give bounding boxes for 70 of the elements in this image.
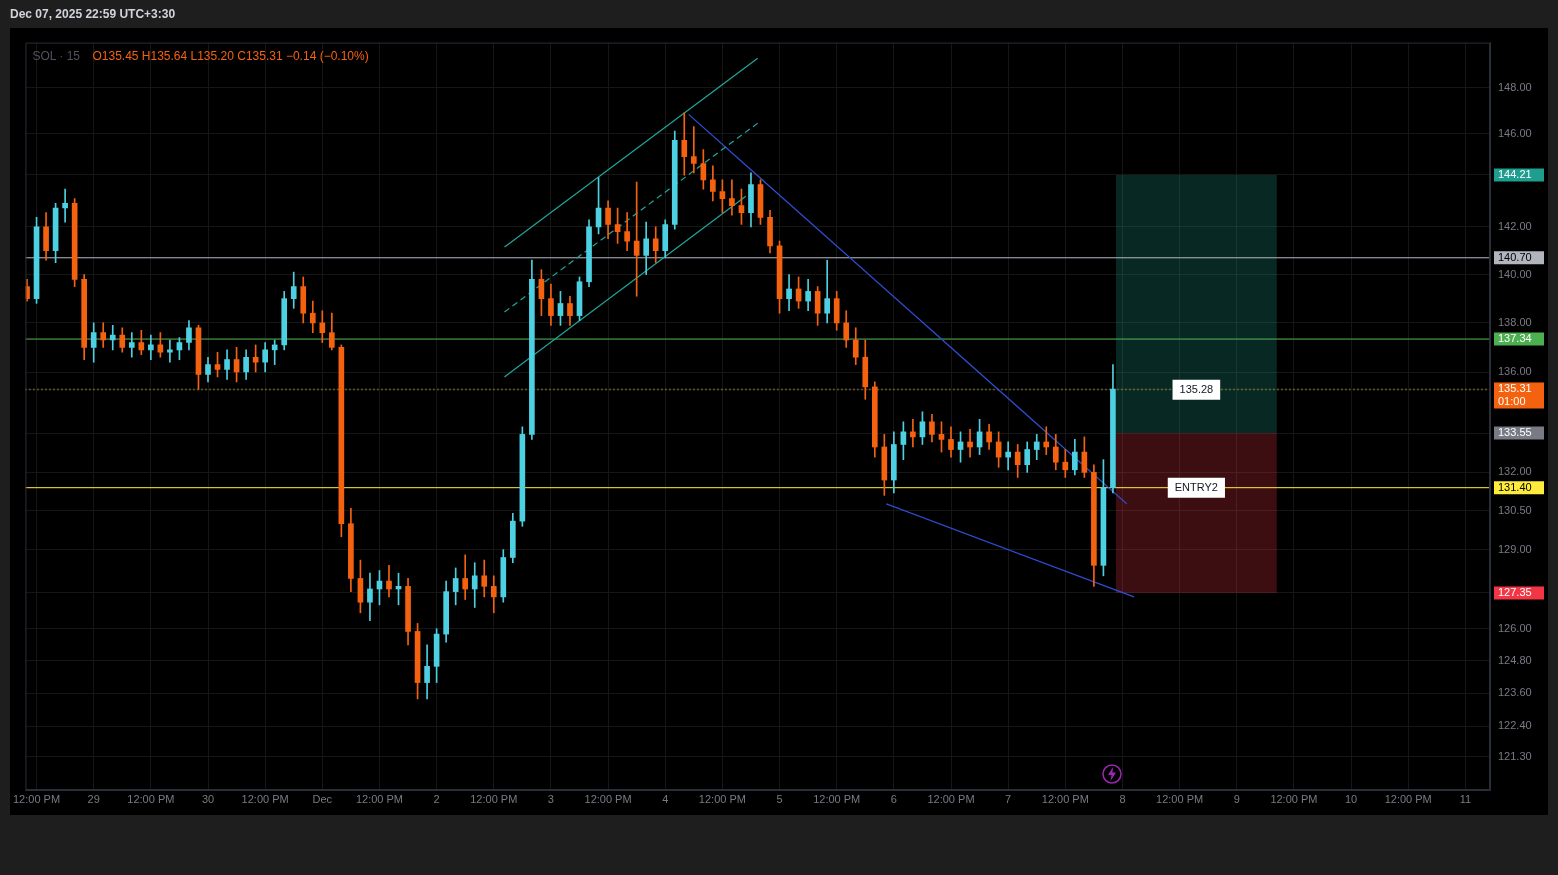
x-tick-label: 9 — [1233, 792, 1240, 805]
y-tick-label: 122.40 — [1498, 719, 1532, 732]
x-tick-label: 12:00 PM — [813, 792, 861, 805]
candlestick — [109, 325, 116, 351]
x-tick-label: 5 — [776, 792, 783, 805]
y-tick-label: 131.40 — [1498, 480, 1532, 493]
x-tick-label: 12:00 PM — [12, 792, 61, 805]
candlestick — [967, 429, 973, 458]
candlestick — [624, 212, 630, 251]
y-tick-label: 126.00 — [1498, 621, 1532, 634]
x-tick-label: 3 — [547, 792, 554, 805]
x-tick-label: 12:00 PM — [927, 792, 975, 805]
candlestick — [128, 332, 135, 358]
x-tick-label: 12:00 PM — [1156, 792, 1204, 805]
y-tick-label: 140.00 — [1498, 267, 1532, 280]
candlestick — [62, 188, 68, 223]
y-tick-label: 140.70 — [1498, 250, 1532, 263]
x-tick-label: 12:00 PM — [698, 792, 746, 805]
x-tick-label: 12:00 PM — [584, 792, 632, 805]
x-tick-label: 7 — [1005, 792, 1012, 805]
y-tick-label: 136.00 — [1498, 365, 1532, 378]
x-tick-label: 30 — [201, 792, 215, 805]
y-tick-label: 123.60 — [1498, 686, 1532, 699]
x-tick-label: 12:00 PM — [470, 792, 518, 805]
candlestick — [690, 126, 697, 174]
text: 01:00 — [1498, 395, 1526, 408]
y-tick-label: 127.35 — [1498, 585, 1532, 598]
x-tick-label: 4 — [662, 792, 669, 805]
x-tick-label: Dec — [312, 792, 333, 805]
x-tick-label: 12:00 PM — [1270, 792, 1318, 805]
x-tick-label: 11 — [1459, 792, 1472, 805]
y-tick-label: 142.00 — [1498, 219, 1532, 232]
text: SOL · 15 — [32, 48, 81, 63]
y-tick-label: 130.50 — [1498, 503, 1532, 516]
candlestick — [386, 565, 392, 598]
ref-line-label: ENTRY2 — [1174, 480, 1218, 493]
y-tick-label: 148.00 — [1498, 80, 1532, 93]
x-tick-label: 12:00 PM — [127, 792, 175, 805]
x-tick-label: 8 — [1119, 792, 1126, 805]
candlestick — [729, 179, 735, 216]
x-tick-label: 10 — [1344, 792, 1358, 805]
y-tick-label: 132.00 — [1498, 465, 1532, 478]
text: Dec 07, 2025 22:59 UTC+3:30 — [10, 7, 176, 21]
x-tick-label: 12:00 PM — [355, 792, 404, 805]
ref-line-label: 135.28 — [1179, 382, 1214, 395]
y-tick-label: 133.55 — [1498, 426, 1532, 439]
candlestick — [462, 554, 469, 600]
candlestick — [271, 339, 278, 365]
candlestick — [910, 418, 916, 448]
x-tick-label: 6 — [890, 792, 897, 805]
x-tick-label: 12:00 PM — [241, 792, 289, 805]
x-tick-label: 12:00 PM — [1384, 792, 1432, 805]
candlestick — [1043, 426, 1050, 455]
candlestick — [681, 112, 688, 176]
y-tick-label: 137.34 — [1498, 332, 1532, 345]
y-tick-label: 121.30 — [1498, 749, 1532, 762]
y-tick-label: 146.00 — [1498, 126, 1532, 139]
text: O135.45 H135.64 L135.20 C135.31 −0.14 (−0.10%) — [92, 48, 369, 63]
y-tick-label: 124.80 — [1498, 653, 1532, 666]
x-tick-label: 29 — [87, 792, 100, 805]
y-tick-label: 135.31 — [1498, 382, 1532, 395]
y-tick-label: 129.00 — [1498, 542, 1532, 555]
y-tick-label: 144.21 — [1498, 167, 1532, 180]
x-tick-label: 12:00 PM — [1041, 792, 1089, 805]
candlestick — [148, 334, 154, 360]
y-tick-label: 138.00 — [1498, 315, 1532, 328]
x-tick-label: 2 — [433, 792, 440, 805]
candlestick — [824, 259, 830, 324]
candlestick — [167, 339, 173, 363]
candlestick — [1005, 441, 1011, 471]
